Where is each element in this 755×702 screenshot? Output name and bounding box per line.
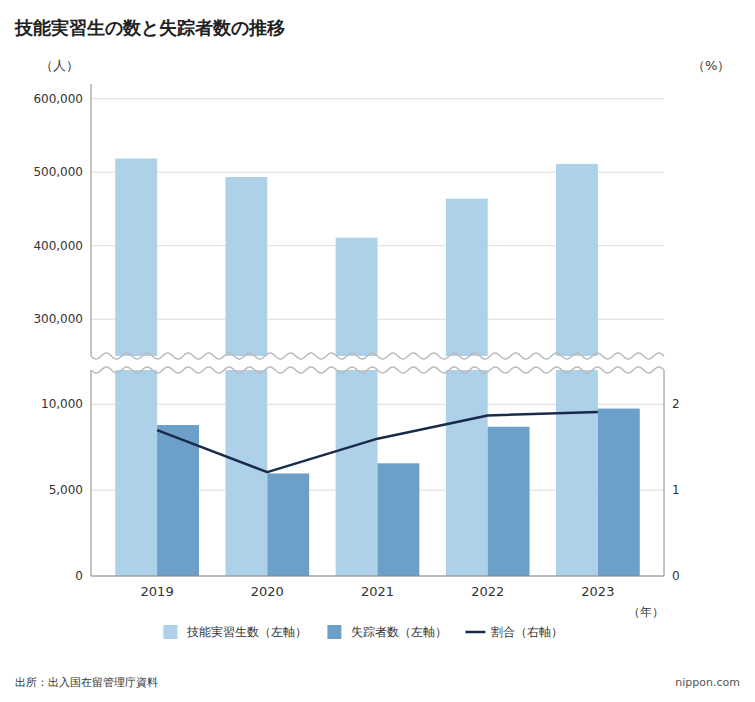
y-tick-label: 5,000 bbox=[49, 483, 83, 497]
legend-item: 割合（右軸） bbox=[465, 625, 563, 639]
legend-label: 割合（右軸） bbox=[491, 625, 563, 639]
bar-continuation bbox=[115, 370, 157, 576]
x-tick-label: 2021 bbox=[361, 584, 394, 599]
legend-label: 失踪者数（左軸） bbox=[351, 625, 447, 639]
title: 技能実習生の数と失踪者数の推移 bbox=[14, 17, 285, 38]
legend-item: 失踪者数（左軸） bbox=[327, 625, 447, 639]
bar-continuation bbox=[225, 370, 267, 576]
y-tick-label: 10,000 bbox=[41, 397, 83, 411]
y-axis-label: （人） bbox=[40, 58, 79, 73]
bar bbox=[598, 409, 640, 576]
y2-axis-label: （%） bbox=[692, 58, 730, 73]
bar bbox=[488, 427, 530, 576]
y-axis-line bbox=[91, 84, 92, 356]
bar bbox=[446, 199, 488, 356]
bar-continuation bbox=[446, 370, 488, 576]
y2-tick-label: 1 bbox=[672, 483, 680, 497]
y-tick-label: 0 bbox=[75, 569, 83, 583]
panel: 0 5,000 10,000 0 1 2 2019 2020 2021 2022 2023 （%） （年… bbox=[41, 0, 730, 619]
bar bbox=[556, 164, 598, 356]
chart-svg: 300,000 400,000 500,000 600,000 （人） 技能実習生の数と失… bbox=[0, 0, 755, 702]
legend-item: 技能実習生数（左軸） bbox=[163, 625, 307, 639]
axis-break bbox=[91, 367, 664, 373]
legend-swatch bbox=[327, 625, 341, 639]
bar bbox=[378, 463, 420, 576]
bar bbox=[157, 425, 199, 576]
legend-swatch bbox=[163, 625, 177, 639]
legend-swatch bbox=[465, 631, 485, 634]
x-tick-label: 2020 bbox=[251, 584, 284, 599]
annotation: nippon.com bbox=[675, 676, 740, 689]
bar bbox=[336, 238, 378, 356]
ratio-line bbox=[157, 412, 598, 472]
y2-axis-line bbox=[664, 370, 665, 576]
x-tick-label: 2023 bbox=[581, 584, 614, 599]
y-tick-label: 300,000 bbox=[33, 312, 83, 326]
x-tick-label: 2019 bbox=[141, 584, 174, 599]
plot-area bbox=[115, 370, 640, 576]
bar-continuation bbox=[336, 370, 378, 576]
y-tick-label: 400,000 bbox=[33, 239, 83, 253]
plot-area bbox=[115, 159, 598, 356]
legend-label: 技能実習生数（左軸） bbox=[186, 625, 307, 639]
y-axis-line bbox=[91, 370, 92, 576]
y-tick-label: 600,000 bbox=[33, 92, 83, 106]
bar bbox=[115, 159, 157, 356]
grid-line bbox=[91, 576, 664, 577]
y2-tick-label: 2 bbox=[672, 397, 680, 411]
bar-continuation bbox=[556, 370, 598, 576]
axis-break bbox=[91, 353, 664, 359]
x-axis-line bbox=[91, 576, 664, 577]
bar bbox=[225, 177, 267, 356]
background bbox=[0, 0, 755, 702]
y2-tick-label: 0 bbox=[672, 569, 680, 583]
x-tick-label: 2022 bbox=[471, 584, 504, 599]
bar bbox=[267, 473, 309, 576]
legend: 技能実習生数（左軸） 失踪者数（左軸） 割合（右軸） bbox=[163, 625, 563, 639]
source: 出所：出入国在留管理庁資料 bbox=[15, 676, 158, 689]
grid-line bbox=[91, 98, 664, 99]
x-axis-label: （年） bbox=[628, 605, 664, 619]
y-tick-label: 500,000 bbox=[33, 165, 83, 179]
